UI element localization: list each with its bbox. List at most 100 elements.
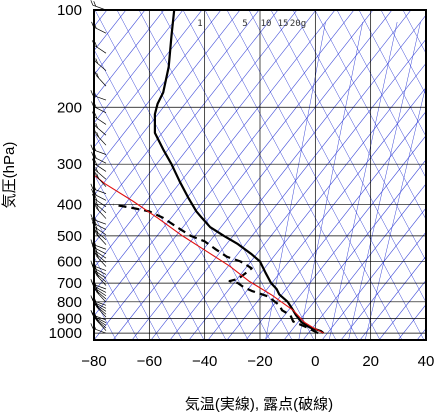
barb-staff [94, 198, 107, 207]
y-tick-label: 500 [57, 228, 82, 245]
y-axis-label: 気圧(hPa) [1, 142, 18, 209]
isotherm-line [226, 86, 426, 340]
barb-feather [95, 200, 99, 206]
barb-staff [93, 285, 107, 293]
barb-feather [94, 41, 98, 48]
barb-feather [90, 260, 94, 266]
adiabat-line [314, 10, 426, 220]
barb-staff [92, 300, 107, 306]
adiabat-line [248, 10, 425, 340]
barb-staff [94, 250, 107, 259]
isotherm-line [264, 135, 426, 340]
barb-feather [90, 279, 94, 285]
isotherm-line [359, 255, 426, 340]
adiabat-line [160, 10, 337, 340]
isotherm-line [283, 159, 426, 340]
barb-staff [94, 303, 107, 312]
barb-staff [92, 328, 107, 334]
barb-staff [92, 283, 107, 290]
adiabat-line [94, 132, 205, 340]
adiabat-line [226, 10, 403, 340]
plot-frame [93, 9, 427, 341]
isotherm-line [302, 183, 426, 340]
barb-feather [96, 131, 99, 138]
wind-barb [94, 129, 107, 146]
mixing-ratio-line [298, 21, 363, 340]
x-tick-label: 20 [362, 353, 379, 370]
barb-feather [94, 223, 98, 229]
isotherm-line [340, 231, 426, 340]
barb-staff [92, 314, 107, 321]
barb-feather [95, 58, 99, 64]
x-tick-label: −40 [192, 353, 217, 370]
barb-staff [94, 270, 107, 279]
adiabat-line [336, 10, 426, 179]
barb-staff [94, 45, 107, 54]
barb-feather [90, 0, 94, 6]
barb-feather [90, 295, 94, 301]
x-tick-label: −20 [247, 353, 272, 370]
barb-feather [95, 122, 99, 129]
y-tick-label: 800 [57, 294, 82, 311]
barb-feather [90, 90, 94, 96]
barb-staff [94, 317, 107, 326]
adiabat-line [292, 10, 426, 262]
adiabat-line [94, 215, 161, 340]
barb-staff [92, 149, 107, 155]
isotherm-line [94, 10, 241, 196]
isotherm-line [94, 10, 355, 340]
barb-feather [94, 246, 98, 253]
barb-staff [93, 156, 107, 164]
mixing-ratio-label: 5 [242, 19, 247, 29]
barb-feather [96, 205, 99, 211]
mixing-ratio-line [265, 21, 326, 340]
mixing-ratio-label: 15 [278, 19, 289, 29]
barb-staff [95, 304, 107, 315]
isotherm-line [378, 279, 426, 340]
barb-feather [94, 113, 98, 119]
wind-barb [94, 70, 107, 87]
barb-feather [90, 144, 94, 150]
barb-feather [90, 309, 94, 316]
isotherm-line [245, 111, 426, 340]
adiabat-line [138, 10, 315, 340]
mixing-ratio-label: 20g [290, 19, 306, 29]
frame-rect [93, 9, 427, 341]
wind-barb [94, 171, 107, 187]
adiabat-line [270, 10, 426, 303]
y-tick-label: 300 [57, 156, 82, 173]
barb-staff [93, 222, 107, 230]
barb-feather [94, 195, 98, 201]
barb-staff [93, 193, 107, 201]
mixing-ratio-line [364, 84, 426, 340]
isotherm-line [207, 62, 426, 340]
y-tick-label: 1000 [49, 325, 82, 342]
barb-staff [92, 94, 107, 101]
y-tick-label: 900 [57, 310, 82, 327]
barb-staff [93, 247, 107, 255]
adiabat-line [94, 90, 227, 340]
barb-staff [92, 188, 107, 194]
barb-staff [92, 265, 107, 271]
barb-staff [93, 301, 107, 309]
barb-staff [95, 61, 107, 71]
isotherm-line [397, 303, 426, 340]
y-tick-label: 600 [57, 253, 82, 270]
wind-barb [94, 251, 107, 267]
barb-staff [92, 219, 107, 225]
barb-feather [95, 167, 99, 173]
mixing-ratio-line [328, 21, 398, 340]
isotherm-line [94, 10, 317, 293]
adiabat-line [380, 10, 426, 96]
barb-staff [94, 163, 107, 172]
barb-feather [93, 1, 97, 7]
isotherm-line [94, 10, 165, 100]
y-tick-label: 100 [57, 2, 82, 19]
x-tick-label: −60 [137, 353, 162, 370]
isotherm-line [169, 14, 426, 340]
tick-labels: −80 −60 −40 −20 0 20 40 100 200 300 400 500 600 700 80… [49, 2, 435, 370]
isotherm-line [94, 10, 203, 148]
barb-feather [90, 239, 94, 245]
data-lines [94, 10, 325, 335]
